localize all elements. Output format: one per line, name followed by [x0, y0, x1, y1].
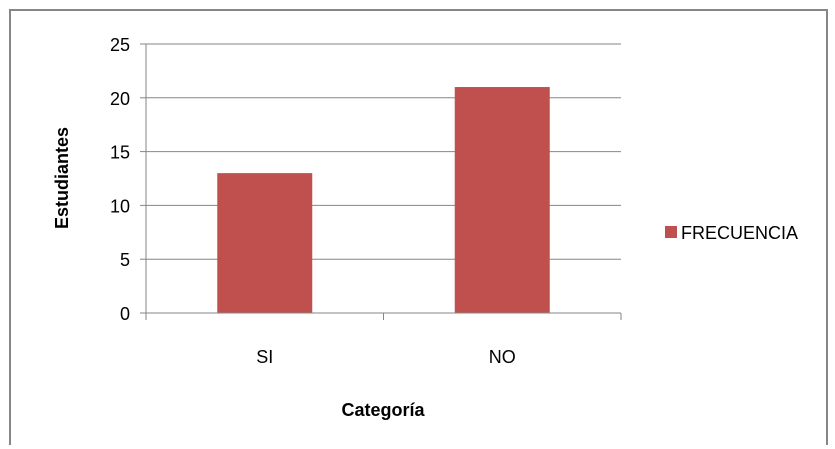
- legend: FRECUENCIA: [665, 223, 798, 243]
- tick-labels: 0 5 10 15 20 25 SI NO: [110, 35, 516, 367]
- legend-label: FRECUENCIA: [681, 223, 798, 243]
- bars: [217, 87, 550, 313]
- y-tick-label: 5: [120, 250, 130, 270]
- x-tick-label: SI: [256, 347, 273, 367]
- bar: [454, 87, 550, 313]
- axes: [140, 43, 622, 320]
- x-tick-label: NO: [489, 347, 516, 367]
- y-tick-label: 25: [110, 35, 130, 55]
- x-axis-title: Categoría: [341, 400, 425, 420]
- y-axis-title: Estudiantes: [52, 127, 72, 229]
- y-tick-label: 10: [110, 196, 130, 216]
- bar: [217, 173, 313, 313]
- y-tick-label: 20: [110, 89, 130, 109]
- legend-swatch: [665, 226, 677, 238]
- y-tick-label: 15: [110, 143, 130, 163]
- y-tick-label: 0: [120, 304, 130, 324]
